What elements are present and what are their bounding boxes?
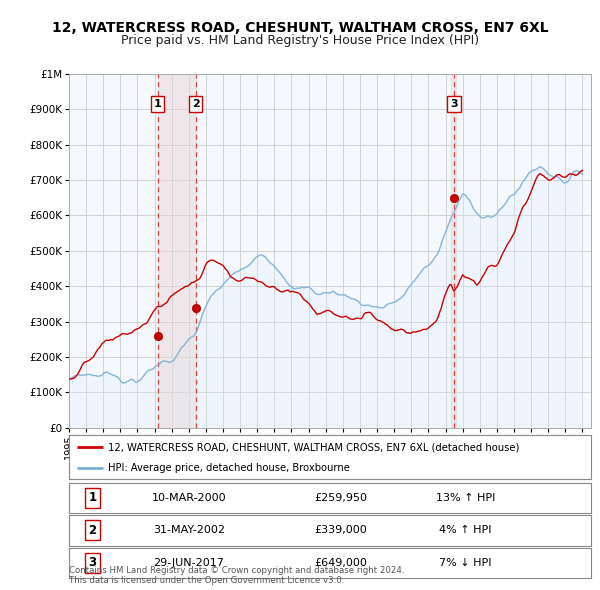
Text: 3: 3 (450, 99, 458, 109)
Text: 31-MAY-2002: 31-MAY-2002 (153, 526, 225, 535)
Text: £649,000: £649,000 (314, 558, 367, 568)
Text: 12, WATERCRESS ROAD, CHESHUNT, WALTHAM CROSS, EN7 6XL (detached house): 12, WATERCRESS ROAD, CHESHUNT, WALTHAM C… (108, 442, 520, 452)
Text: 3: 3 (88, 556, 97, 569)
Text: 13% ↑ HPI: 13% ↑ HPI (436, 493, 496, 503)
Text: 10-MAR-2000: 10-MAR-2000 (152, 493, 226, 503)
Text: 29-JUN-2017: 29-JUN-2017 (154, 558, 224, 568)
Text: Price paid vs. HM Land Registry's House Price Index (HPI): Price paid vs. HM Land Registry's House … (121, 34, 479, 47)
Text: 2: 2 (88, 524, 97, 537)
Text: 2: 2 (192, 99, 200, 109)
Text: 7% ↓ HPI: 7% ↓ HPI (439, 558, 492, 568)
Text: 1: 1 (88, 491, 97, 504)
Text: Contains HM Land Registry data © Crown copyright and database right 2024.
This d: Contains HM Land Registry data © Crown c… (69, 566, 404, 585)
Text: £339,000: £339,000 (314, 526, 367, 535)
Text: 1: 1 (154, 99, 162, 109)
Text: 12, WATERCRESS ROAD, CHESHUNT, WALTHAM CROSS, EN7 6XL: 12, WATERCRESS ROAD, CHESHUNT, WALTHAM C… (52, 21, 548, 35)
Text: £259,950: £259,950 (314, 493, 367, 503)
Bar (451, 74, 457, 428)
Bar (158, 74, 196, 428)
Text: 4% ↑ HPI: 4% ↑ HPI (439, 526, 492, 535)
Text: HPI: Average price, detached house, Broxbourne: HPI: Average price, detached house, Brox… (108, 463, 350, 473)
